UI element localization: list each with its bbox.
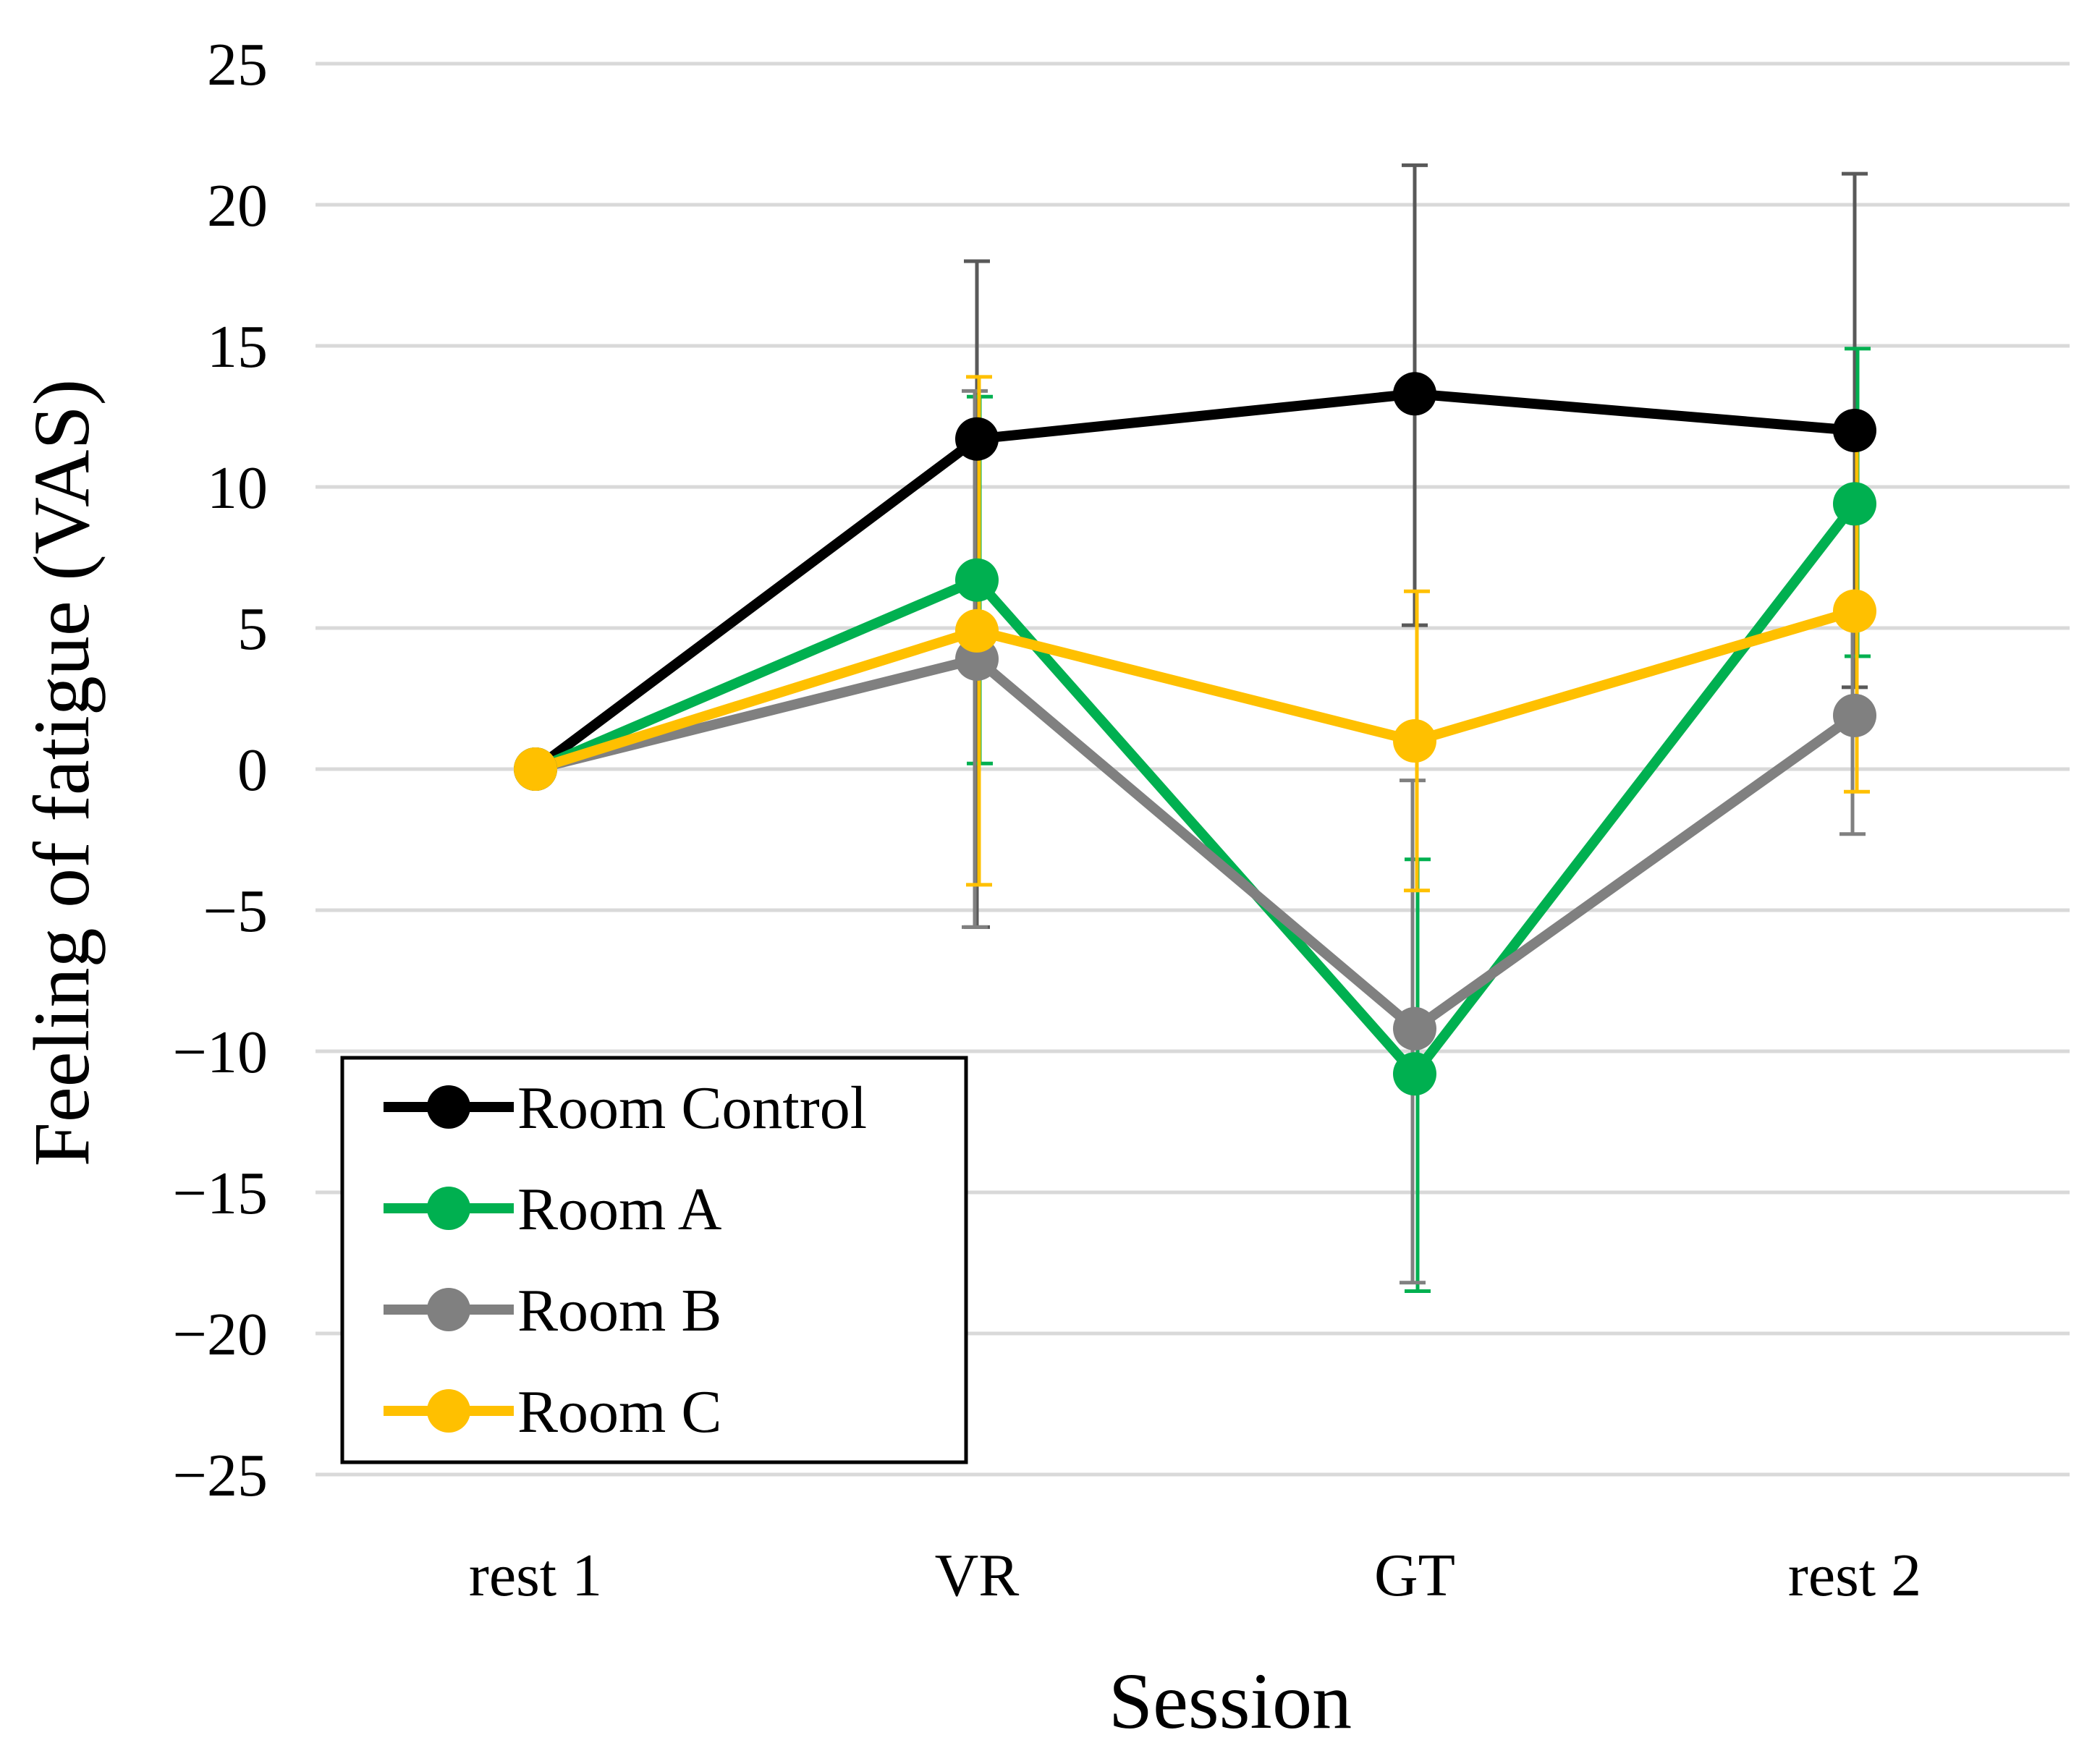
y-tick-label: −25: [173, 1442, 268, 1509]
data-point-room-b: [1833, 693, 1876, 737]
x-tick-label: rest 2: [1788, 1542, 1921, 1609]
y-axis-title: Feeling of fatigue (VAS): [17, 379, 106, 1167]
data-point-room-c: [1833, 589, 1876, 633]
legend-label: Room C: [517, 1378, 721, 1446]
series-lines: [532, 389, 1859, 1080]
x-axis-title: Session: [1109, 1657, 1352, 1745]
data-point-room-c: [955, 608, 999, 653]
y-tick-label: 15: [207, 313, 268, 381]
y-tick-label: 10: [207, 454, 268, 522]
y-tick-label: 5: [237, 595, 268, 663]
x-tick-label: VR: [935, 1542, 1020, 1609]
legend-marker: [427, 1187, 470, 1230]
data-point-room-b: [1393, 1006, 1436, 1051]
legend-label: Room A: [517, 1176, 722, 1243]
data-point-room-control: [1393, 372, 1436, 416]
x-tick-label: rest 1: [469, 1542, 602, 1609]
x-tick-labels: rest 1 VR GT rest 2: [469, 1542, 1921, 1609]
legend: Room Control Room A Room B Room C: [340, 1056, 968, 1464]
legend-marker: [427, 1085, 470, 1129]
series-points: [514, 372, 1876, 1096]
y-tick-label: −20: [173, 1301, 268, 1368]
series-line-room-b: [534, 653, 1858, 1034]
y-tick-label: 25: [207, 31, 268, 98]
data-point-room-control: [1833, 409, 1876, 452]
y-tick-label: 20: [207, 172, 268, 239]
data-point-room-a: [955, 558, 999, 602]
legend-label: Room Control: [517, 1074, 867, 1142]
data-point-room-a: [1833, 482, 1876, 526]
gridlines: [316, 61, 2070, 1477]
legend-label: Room B: [517, 1277, 721, 1344]
data-point-room-control: [955, 417, 999, 461]
y-tick-label: 0: [237, 737, 268, 804]
legend-marker: [427, 1389, 470, 1433]
x-tick-label: GT: [1374, 1542, 1455, 1609]
data-point-room-c: [1393, 719, 1436, 763]
y-tick-label: −5: [203, 878, 268, 945]
series-line-room-a: [533, 501, 1859, 1080]
y-tick-label: −15: [173, 1160, 268, 1227]
series-line-room-c: [533, 606, 1856, 774]
data-point-room-c: [514, 747, 557, 791]
legend-marker: [427, 1288, 470, 1331]
y-tick-labels: 25 20 15 10 5 0 −5 −10 −15 −20 −25: [173, 31, 268, 1509]
y-tick-label: −10: [173, 1019, 268, 1086]
data-point-room-a: [1393, 1052, 1436, 1096]
series-line-room-control: [532, 389, 1855, 773]
